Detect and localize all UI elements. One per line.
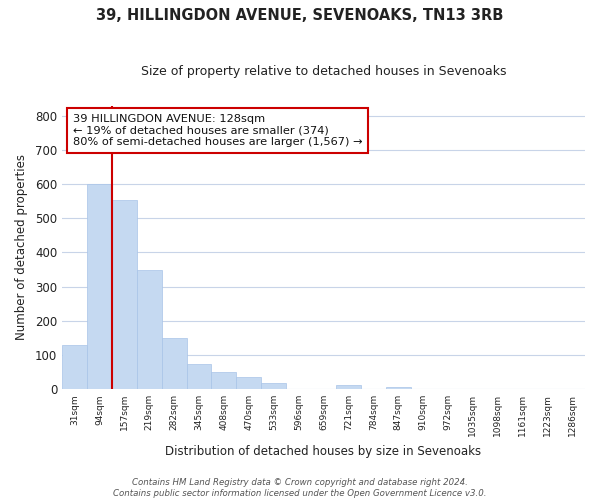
Bar: [336, 385, 361, 389]
Bar: [62, 346, 87, 389]
Bar: [261, 383, 286, 389]
Bar: [112, 200, 137, 389]
Y-axis label: Number of detached properties: Number of detached properties: [15, 154, 28, 340]
Bar: [87, 184, 112, 389]
Text: 39 HILLINGDON AVENUE: 128sqm
← 19% of detached houses are smaller (374)
80% of s: 39 HILLINGDON AVENUE: 128sqm ← 19% of de…: [73, 114, 362, 148]
Bar: [211, 372, 236, 389]
Bar: [161, 338, 187, 389]
Bar: [137, 270, 161, 389]
Title: Size of property relative to detached houses in Sevenoaks: Size of property relative to detached ho…: [141, 65, 506, 78]
Text: 39, HILLINGDON AVENUE, SEVENOAKS, TN13 3RB: 39, HILLINGDON AVENUE, SEVENOAKS, TN13 3…: [97, 8, 503, 22]
Bar: [386, 388, 410, 389]
Bar: [236, 377, 261, 389]
Bar: [187, 364, 211, 389]
X-axis label: Distribution of detached houses by size in Sevenoaks: Distribution of detached houses by size …: [166, 444, 482, 458]
Text: Contains HM Land Registry data © Crown copyright and database right 2024.
Contai: Contains HM Land Registry data © Crown c…: [113, 478, 487, 498]
